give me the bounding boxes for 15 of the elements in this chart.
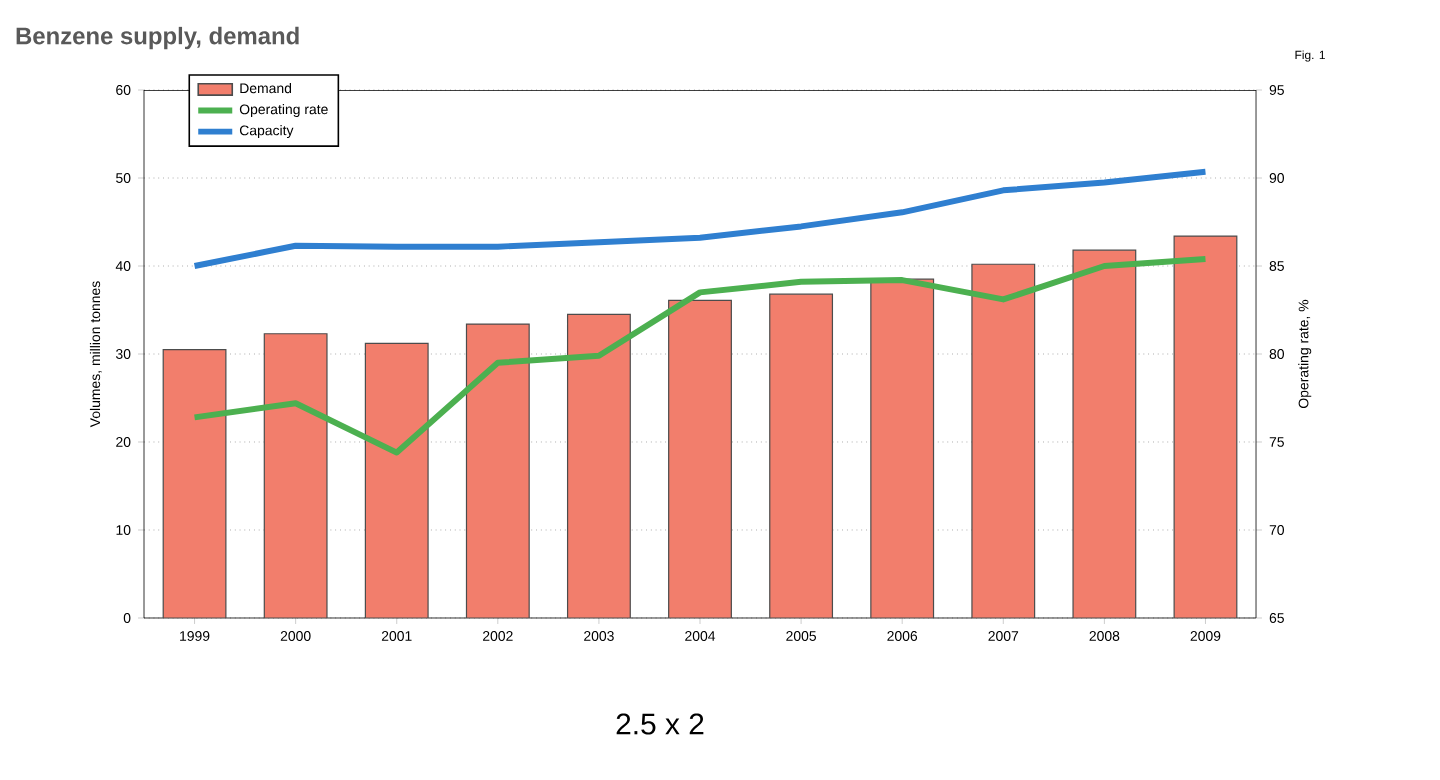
bar <box>769 293 834 618</box>
bar <box>162 349 227 618</box>
line-series <box>191 168 1209 269</box>
chart-title: Benzene supply, demand <box>16 26 299 50</box>
bar <box>971 263 1036 618</box>
bar <box>1173 235 1238 618</box>
line-series <box>191 255 1209 456</box>
bar <box>465 323 530 618</box>
bar <box>1072 249 1137 618</box>
bar <box>263 333 328 618</box>
bar <box>364 342 429 618</box>
bar <box>566 313 631 618</box>
bar <box>870 278 935 618</box>
text: 2.5 x 2 <box>616 713 704 735</box>
bar <box>668 299 732 618</box>
